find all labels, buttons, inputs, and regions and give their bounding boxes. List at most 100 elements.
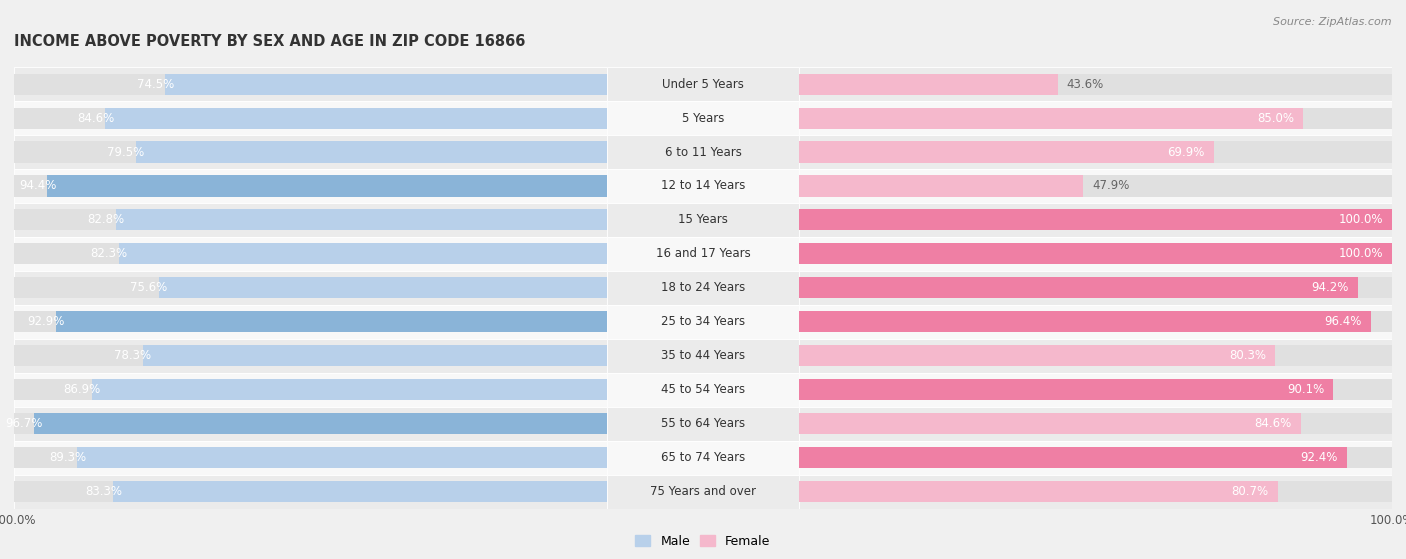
Bar — [800, 475, 1392, 509]
Bar — [800, 176, 1083, 197]
Text: 69.9%: 69.9% — [1167, 145, 1205, 159]
Text: 90.1%: 90.1% — [1286, 383, 1324, 396]
Bar — [606, 339, 800, 373]
Text: 45 to 54 Years: 45 to 54 Years — [661, 383, 745, 396]
Bar — [14, 481, 606, 502]
Bar — [14, 475, 606, 509]
Bar — [112, 481, 606, 502]
Text: 96.7%: 96.7% — [6, 417, 42, 430]
Bar — [606, 271, 800, 305]
Text: 92.9%: 92.9% — [28, 315, 65, 328]
Bar — [159, 277, 606, 299]
Text: INCOME ABOVE POVERTY BY SEX AND AGE IN ZIP CODE 16866: INCOME ABOVE POVERTY BY SEX AND AGE IN Z… — [14, 34, 526, 49]
Bar — [14, 345, 606, 366]
Bar — [14, 447, 606, 468]
Bar — [115, 210, 606, 230]
Text: 15 Years: 15 Years — [678, 214, 728, 226]
Bar — [606, 169, 800, 203]
Bar — [34, 413, 606, 434]
Bar — [800, 203, 1392, 237]
Bar — [800, 67, 1392, 101]
Bar — [14, 305, 606, 339]
Bar — [800, 243, 1392, 264]
Text: 94.4%: 94.4% — [18, 179, 56, 192]
Text: 35 to 44 Years: 35 to 44 Years — [661, 349, 745, 362]
Bar — [14, 169, 606, 203]
Text: 85.0%: 85.0% — [1257, 112, 1294, 125]
Bar — [800, 305, 1392, 339]
Bar — [800, 210, 1392, 230]
Bar — [800, 135, 1392, 169]
Text: 74.5%: 74.5% — [136, 78, 174, 91]
Bar — [606, 67, 800, 101]
Bar — [14, 311, 606, 333]
Bar — [606, 407, 800, 440]
Bar — [800, 74, 1392, 94]
Bar — [800, 447, 1392, 468]
Text: 65 to 74 Years: 65 to 74 Years — [661, 451, 745, 464]
Text: Source: ZipAtlas.com: Source: ZipAtlas.com — [1274, 17, 1392, 27]
Bar — [14, 271, 606, 305]
Bar — [800, 407, 1392, 440]
Bar — [800, 107, 1392, 129]
Text: 84.6%: 84.6% — [1254, 417, 1292, 430]
Bar — [800, 311, 1371, 333]
Text: 100.0%: 100.0% — [1339, 248, 1384, 260]
Text: 75.6%: 75.6% — [131, 281, 167, 295]
Bar — [800, 74, 1057, 94]
Text: 47.9%: 47.9% — [1092, 179, 1129, 192]
Bar — [606, 101, 800, 135]
Bar — [105, 107, 606, 129]
Bar — [800, 413, 1301, 434]
Bar — [800, 379, 1392, 400]
Text: 79.5%: 79.5% — [107, 145, 145, 159]
Text: 16 and 17 Years: 16 and 17 Years — [655, 248, 751, 260]
Bar — [606, 475, 800, 509]
Bar — [800, 311, 1392, 333]
Bar — [800, 345, 1392, 366]
Bar — [14, 440, 606, 475]
Bar — [800, 277, 1392, 299]
Bar — [14, 339, 606, 373]
Bar — [606, 373, 800, 407]
Bar — [91, 379, 606, 400]
Text: 82.8%: 82.8% — [87, 214, 125, 226]
Bar — [77, 447, 606, 468]
Bar — [48, 176, 606, 197]
Bar — [800, 210, 1392, 230]
Bar — [14, 413, 606, 434]
Text: 100.0%: 100.0% — [1339, 214, 1384, 226]
Text: 5 Years: 5 Years — [682, 112, 724, 125]
Text: 43.6%: 43.6% — [1067, 78, 1104, 91]
Bar — [800, 141, 1213, 163]
Text: 12 to 14 Years: 12 to 14 Years — [661, 179, 745, 192]
Bar — [800, 277, 1358, 299]
Text: 86.9%: 86.9% — [63, 383, 101, 396]
Bar — [14, 67, 606, 101]
Bar — [800, 379, 1333, 400]
Bar — [14, 277, 606, 299]
Legend: Male, Female: Male, Female — [630, 530, 776, 553]
Bar — [14, 74, 606, 94]
Bar — [800, 413, 1392, 434]
Bar — [606, 237, 800, 271]
Text: 78.3%: 78.3% — [114, 349, 152, 362]
Bar — [14, 407, 606, 440]
Bar — [14, 101, 606, 135]
Bar — [800, 481, 1278, 502]
Bar — [14, 379, 606, 400]
Bar — [800, 243, 1392, 264]
Text: 96.4%: 96.4% — [1324, 315, 1362, 328]
Bar — [800, 101, 1392, 135]
Bar — [606, 135, 800, 169]
Text: 80.7%: 80.7% — [1232, 485, 1268, 498]
Text: 18 to 24 Years: 18 to 24 Years — [661, 281, 745, 295]
Bar — [14, 141, 606, 163]
Bar — [606, 305, 800, 339]
Bar — [800, 169, 1392, 203]
Bar — [800, 373, 1392, 407]
Bar — [165, 74, 606, 94]
Bar — [14, 203, 606, 237]
Text: 25 to 34 Years: 25 to 34 Years — [661, 315, 745, 328]
Bar — [800, 141, 1392, 163]
